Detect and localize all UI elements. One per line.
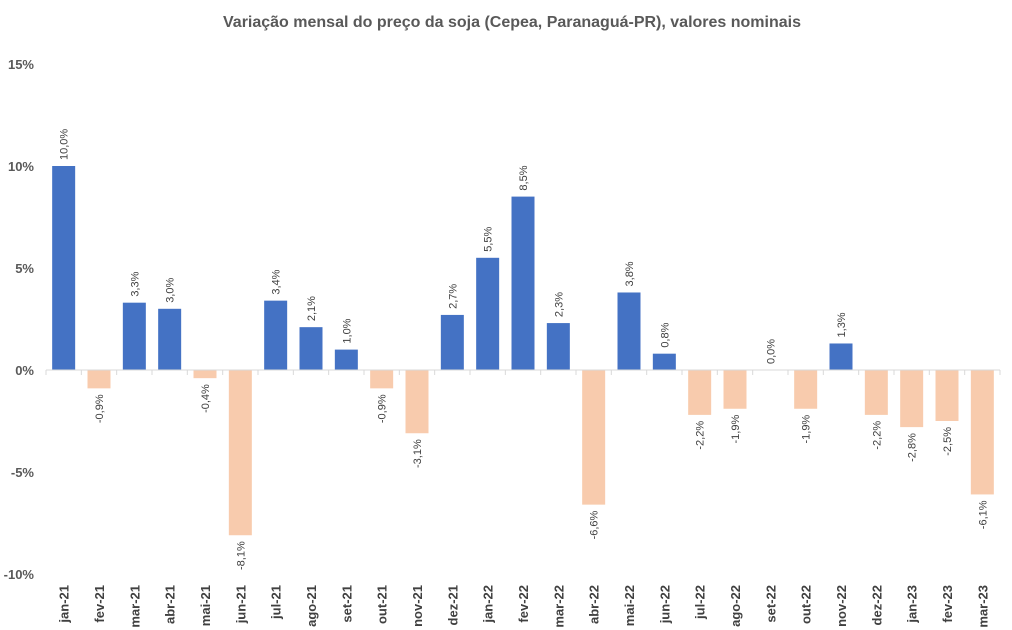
data-label: -0,9% xyxy=(377,394,389,423)
data-label: -2,2% xyxy=(871,421,883,450)
x-tick-label: dez-21 xyxy=(445,585,460,625)
x-tick-label: jun-22 xyxy=(657,585,672,624)
data-label: 2,1% xyxy=(306,296,318,321)
x-tick-label: out-22 xyxy=(799,585,814,624)
bar xyxy=(334,349,358,370)
x-tick-label: fev-21 xyxy=(92,585,107,623)
x-tick-label: fev-22 xyxy=(516,585,531,623)
bar xyxy=(87,370,111,389)
bars xyxy=(52,166,994,536)
bar xyxy=(405,370,429,434)
x-tick-label: abr-21 xyxy=(163,585,178,624)
data-label: 2,7% xyxy=(447,284,459,309)
bar xyxy=(52,166,76,370)
x-tick-label: mai-22 xyxy=(622,585,637,626)
data-label: 1,0% xyxy=(341,318,353,343)
bar xyxy=(264,300,288,370)
x-tick-label: dez-22 xyxy=(869,585,884,625)
bar xyxy=(864,370,888,415)
x-tick-label: abr-22 xyxy=(587,585,602,624)
data-label: -6,6% xyxy=(589,510,601,539)
x-tick-label: ago-22 xyxy=(728,585,743,627)
x-tick-label: set-21 xyxy=(339,585,354,623)
bar xyxy=(829,343,853,370)
bar xyxy=(193,370,217,379)
bar xyxy=(582,370,606,505)
data-label: 10,0% xyxy=(59,129,71,160)
bar xyxy=(370,370,394,389)
data-label: -2,5% xyxy=(942,427,954,456)
bar xyxy=(688,370,712,415)
data-label: -0,9% xyxy=(94,394,106,423)
x-tick-label: mai-21 xyxy=(198,585,213,626)
y-axis: 15% 10% 5% 0% -5% -10% xyxy=(4,57,35,582)
data-label: 3,3% xyxy=(129,271,141,296)
data-label: -1,9% xyxy=(730,415,742,444)
chart-title: Variação mensal do preço da soja (Cepea,… xyxy=(223,14,801,31)
x-tick-label: jan-23 xyxy=(905,585,920,624)
x-tick-label: mar-23 xyxy=(975,585,990,628)
y-tick-label: 0% xyxy=(15,363,34,378)
data-label: 3,8% xyxy=(624,261,636,286)
data-labels: 10,0% -0,9% 3,3% 3,0% -0,4% -8,1% 3,4% 2,1% 1,0%… xyxy=(59,129,990,570)
x-axis-ticks xyxy=(45,370,1001,375)
x-tick-label: jul-21 xyxy=(269,585,284,620)
x-axis: jan-21 fev-21 mar-21 abr-21 mai-21 jun-21 jul-… xyxy=(57,585,991,628)
y-tick-label: -10% xyxy=(4,567,35,582)
bar xyxy=(122,302,146,370)
bar xyxy=(158,308,182,370)
data-label: -2,2% xyxy=(695,421,707,450)
data-label: 0,0% xyxy=(765,339,777,364)
x-tick-label: fev-23 xyxy=(940,585,955,623)
data-label: 0,8% xyxy=(659,322,671,347)
x-tick-label: nov-22 xyxy=(834,585,849,627)
data-label: 3,4% xyxy=(271,269,283,294)
data-label: -0,4% xyxy=(200,384,212,413)
data-label: 5,5% xyxy=(483,227,495,252)
bar xyxy=(299,327,323,370)
bar xyxy=(476,257,500,370)
data-label: 1,3% xyxy=(836,312,848,337)
x-tick-label: out-21 xyxy=(375,585,390,624)
data-label: -3,1% xyxy=(412,439,424,468)
bar xyxy=(511,196,535,370)
x-tick-label: jan-22 xyxy=(481,585,496,624)
bar xyxy=(970,370,994,495)
y-tick-label: -5% xyxy=(11,465,35,480)
bar xyxy=(617,292,641,370)
x-tick-label: mar-22 xyxy=(551,585,566,628)
y-tick-label: 15% xyxy=(8,57,34,72)
bar xyxy=(228,370,252,536)
data-label: -8,1% xyxy=(235,541,247,570)
x-tick-label: nov-21 xyxy=(410,585,425,627)
x-tick-label: mar-21 xyxy=(127,585,142,628)
bar xyxy=(935,370,959,421)
data-label: 3,0% xyxy=(165,278,177,303)
y-tick-label: 10% xyxy=(8,159,34,174)
data-label: 8,5% xyxy=(518,165,530,190)
bar xyxy=(440,314,464,370)
bar xyxy=(652,353,676,370)
data-label: -1,9% xyxy=(801,415,813,444)
data-label: -6,1% xyxy=(977,500,989,529)
data-label: -2,8% xyxy=(907,433,919,462)
bar xyxy=(723,370,747,409)
bar xyxy=(794,370,818,409)
y-tick-label: 5% xyxy=(15,261,34,276)
bar xyxy=(546,323,570,370)
x-tick-label: jun-21 xyxy=(233,585,248,624)
bar xyxy=(900,370,924,428)
x-tick-label: set-22 xyxy=(763,585,778,623)
x-tick-label: ago-21 xyxy=(304,585,319,627)
x-tick-label: jul-22 xyxy=(693,585,708,620)
x-tick-label: jan-21 xyxy=(57,585,72,624)
data-label: 2,3% xyxy=(553,292,565,317)
